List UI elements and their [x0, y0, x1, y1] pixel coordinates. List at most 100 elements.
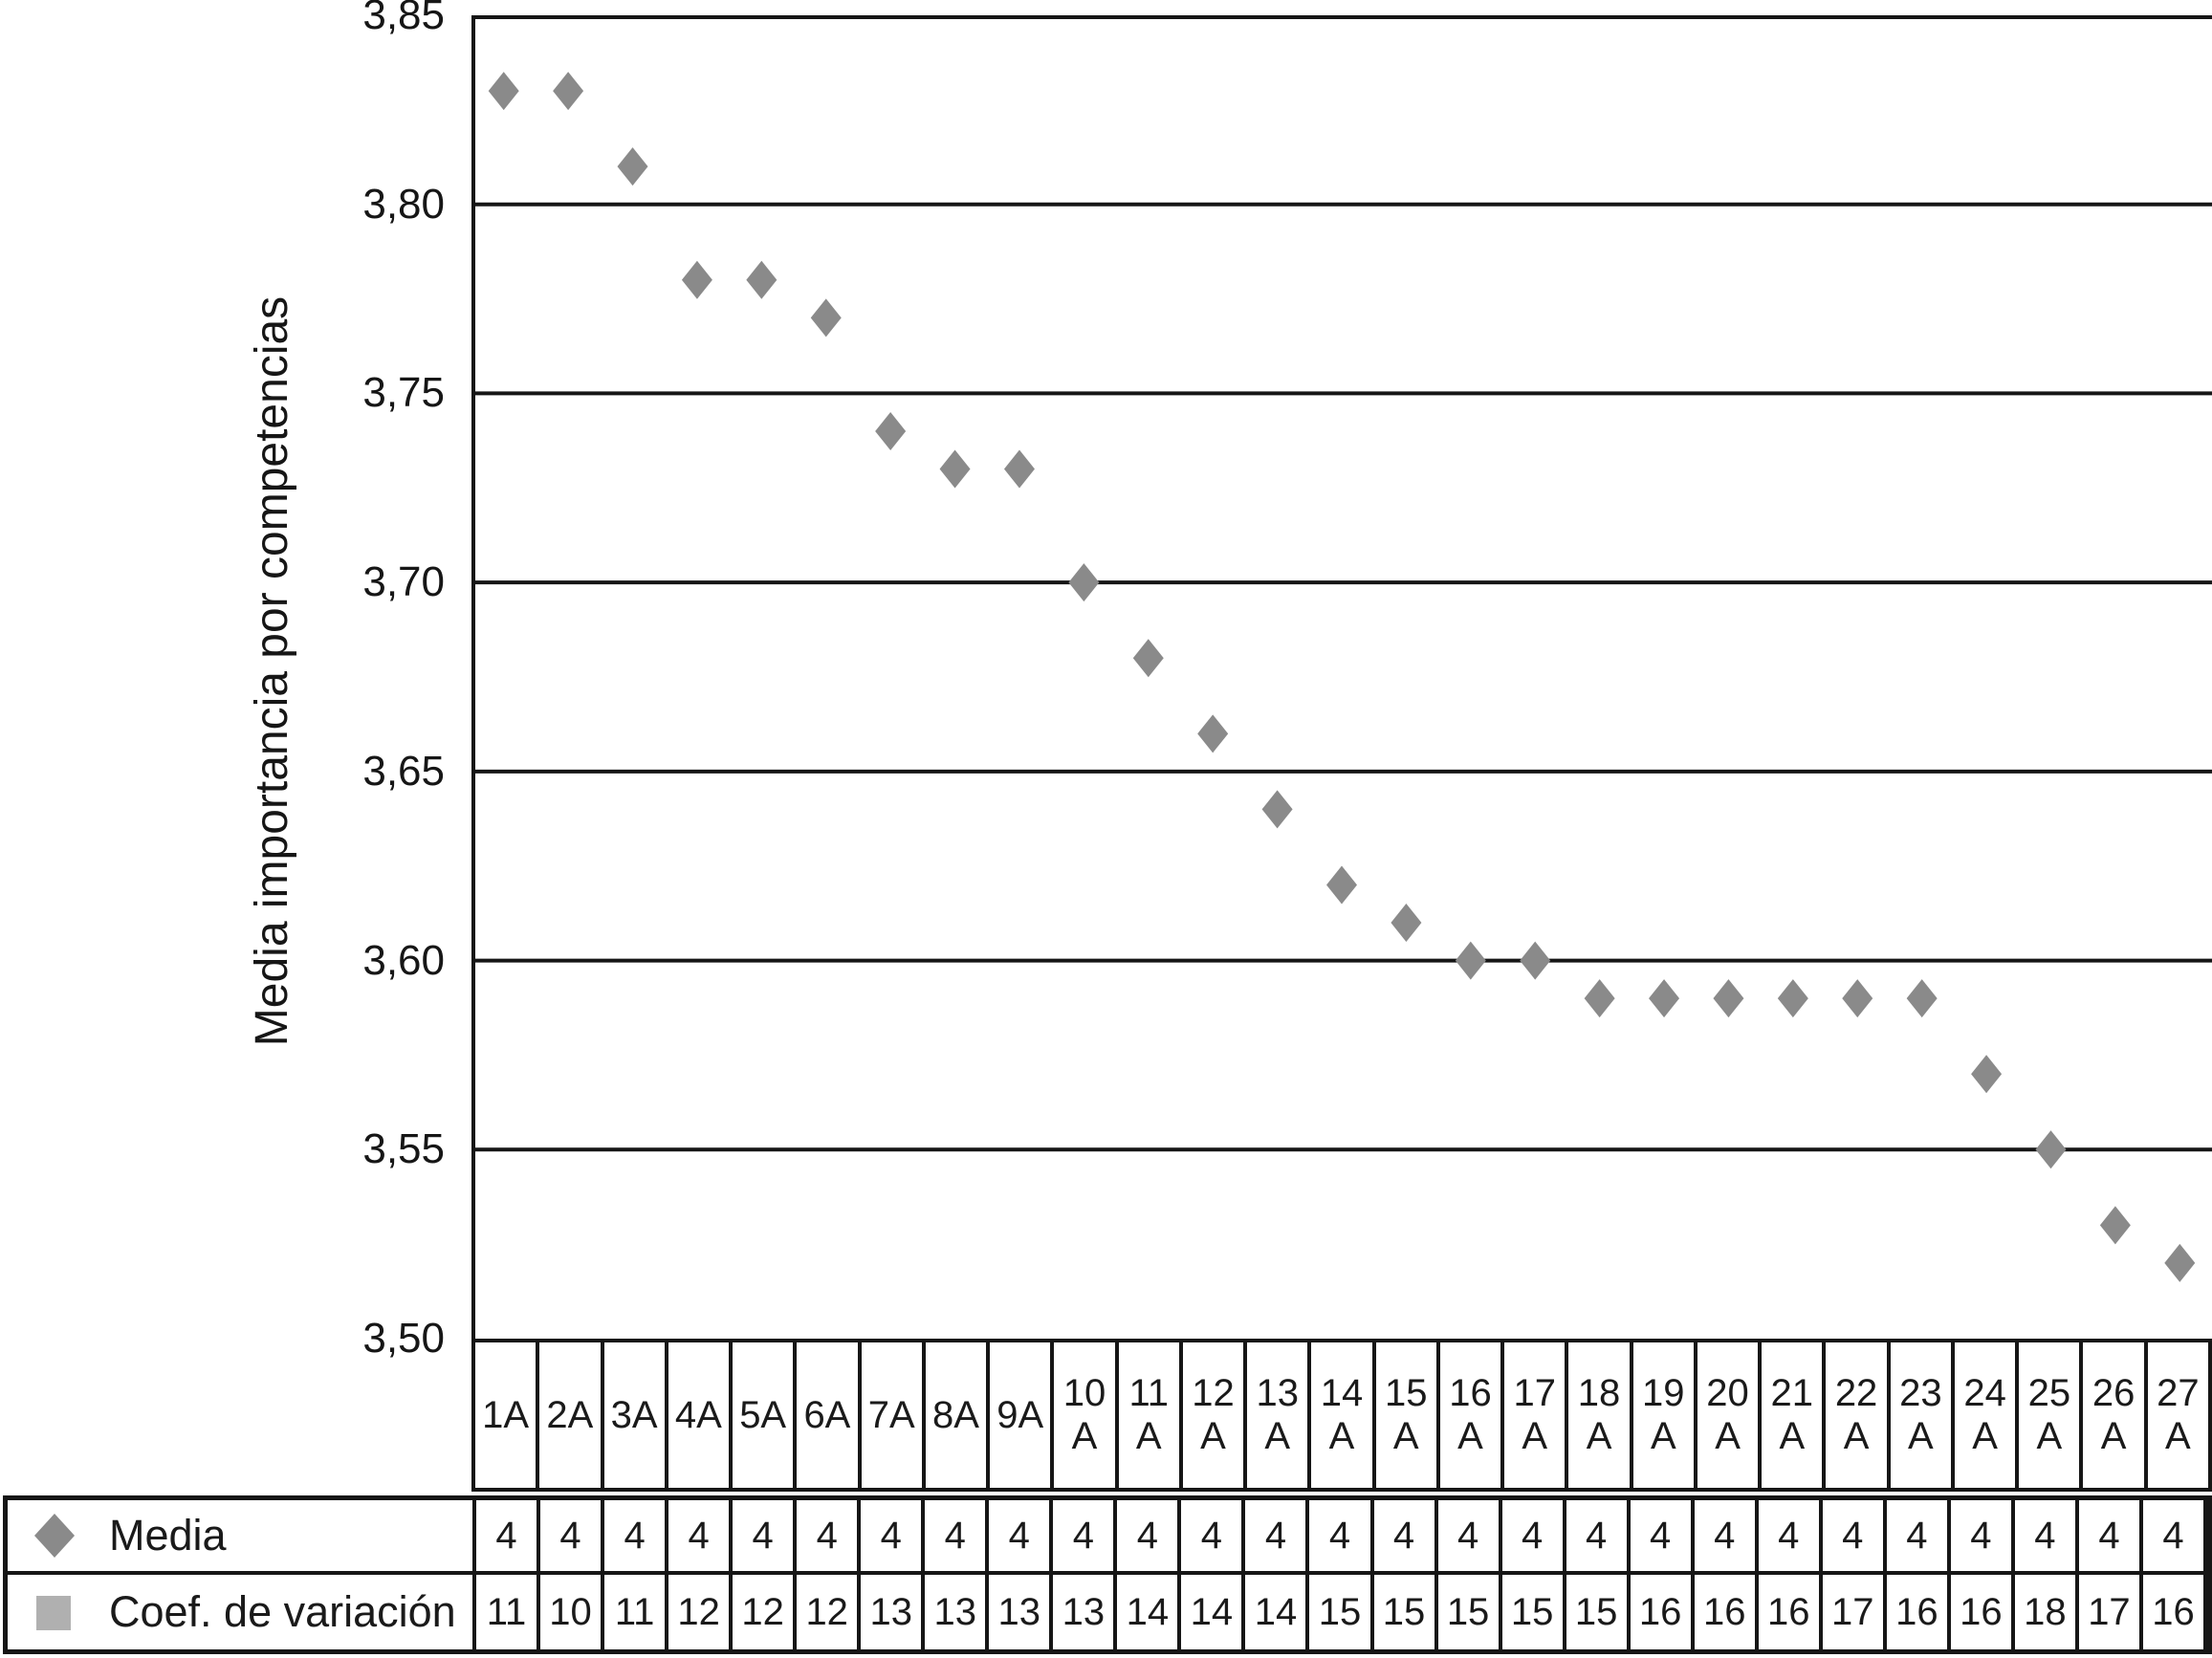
x-category-label: 24 A [1955, 1342, 2020, 1488]
table-value-cell: 4 [1694, 1500, 1759, 1575]
data-point-diamond [681, 260, 712, 299]
data-point-diamond [1261, 790, 1293, 829]
data-point-diamond [2099, 1206, 2131, 1245]
table-value-cell: 4 [2014, 1500, 2079, 1575]
data-point-diamond [1842, 979, 1873, 1018]
legend-cell-media: Media [8, 1500, 476, 1575]
table-value-cell: 16 [1631, 1575, 1695, 1649]
y-tick-label: 3,65 [362, 747, 445, 795]
x-category-label: 23 A [1891, 1342, 1955, 1488]
table-value-cell: 15 [1374, 1575, 1438, 1649]
table-value-cell: 13 [1053, 1575, 1118, 1649]
table-value-cell: 12 [668, 1575, 734, 1649]
table-value-cell: 15 [1566, 1575, 1631, 1649]
data-point-diamond [1197, 714, 1229, 753]
table-value-cell: 4 [1822, 1500, 1887, 1575]
table-value-cell: 16 [1759, 1575, 1823, 1649]
data-point-diamond [875, 411, 907, 450]
x-category-label: 7A [862, 1342, 926, 1488]
legend-label: Media [109, 1511, 227, 1560]
table-value-cell: 4 [1181, 1500, 1246, 1575]
data-point-diamond [1003, 449, 1035, 489]
table-value-cell: 12 [733, 1575, 798, 1649]
table-value-cell: 4 [2142, 1500, 2207, 1575]
x-category-label: 14 A [1311, 1342, 1376, 1488]
diamond-icon [34, 1514, 75, 1558]
y-tick-label: 3,85 [362, 0, 445, 38]
data-point-diamond [617, 147, 648, 186]
x-category-label: 22 A [1826, 1342, 1891, 1488]
y-tick-label: 3,70 [362, 558, 445, 606]
table-value-cell: 4 [1630, 1500, 1695, 1575]
table-value-cell: 4 [1245, 1500, 1310, 1575]
x-category-label: 8A [926, 1342, 991, 1488]
x-category-label: 17 A [1504, 1342, 1569, 1488]
table-value-cell: 11 [476, 1575, 541, 1649]
x-category-label: 9A [990, 1342, 1055, 1488]
table-value-cell: 13 [861, 1575, 926, 1649]
data-point-diamond [746, 260, 777, 299]
table-value-cell: 4 [1053, 1500, 1118, 1575]
data-point-diamond [810, 298, 842, 338]
x-category-label: 11 A [1119, 1342, 1183, 1488]
x-category-label: 19 A [1633, 1342, 1697, 1488]
table-value-cell: 4 [1373, 1500, 1438, 1575]
table-value-cell: 4 [1309, 1500, 1374, 1575]
y-tick-label: 3,60 [362, 936, 445, 984]
table-value-cell: 17 [2079, 1575, 2143, 1649]
x-category-label: 25 A [2019, 1342, 2084, 1488]
data-point-diamond [1906, 979, 1938, 1018]
data-point-diamond [553, 72, 584, 111]
table-value-cell: 4 [540, 1500, 605, 1575]
data-point-diamond [1971, 1055, 2003, 1094]
table-value-cell: 4 [797, 1500, 862, 1575]
data-point-diamond [1455, 941, 1486, 980]
table-value-cell: 4 [989, 1500, 1054, 1575]
x-category-label: 4A [668, 1342, 734, 1488]
table-value-cell: 4 [2078, 1500, 2143, 1575]
table-value-cell: 13 [925, 1575, 990, 1649]
data-point-diamond [1649, 979, 1680, 1018]
y-tick-label: 3,75 [362, 369, 445, 417]
table-value-cell: 4 [476, 1500, 541, 1575]
table-value-cell: 4 [1437, 1500, 1502, 1575]
table-value-cell: 14 [1117, 1575, 1182, 1649]
table-value-cell: 4 [1501, 1500, 1566, 1575]
y-tick-label: 3,55 [362, 1125, 445, 1173]
x-category-label: 10 A [1054, 1342, 1119, 1488]
square-icon [36, 1596, 71, 1630]
table-value-cell: 16 [1695, 1575, 1759, 1649]
table-value-cell: 4 [733, 1500, 798, 1575]
x-category-label: 16 A [1440, 1342, 1505, 1488]
x-category-label: 6A [797, 1342, 862, 1488]
table-value-cell: 15 [1502, 1575, 1566, 1649]
table-value-cell: 4 [1758, 1500, 1823, 1575]
x-category-label: 21 A [1762, 1342, 1827, 1488]
y-tick-label: 3,50 [362, 1315, 445, 1362]
table-value-cell: 16 [1951, 1575, 2015, 1649]
table-value-cell: 4 [1566, 1500, 1631, 1575]
data-point-diamond [2035, 1130, 2067, 1169]
x-category-label: 15 A [1376, 1342, 1440, 1488]
data-point-diamond [1132, 639, 1164, 678]
data-point-diamond [1584, 979, 1615, 1018]
table-value-cell: 4 [925, 1500, 990, 1575]
table-value-cell: 4 [861, 1500, 926, 1575]
x-axis-category-row: 1A 2A 3A 4A 5A 6A 7A 8A 9A 10 A 11 A 12 A 13 A 14 A 15 A 16 A 1… [471, 1339, 2212, 1492]
x-category-label: 20 A [1697, 1342, 1763, 1488]
y-tick-label: 3,80 [362, 180, 445, 228]
table-value-cell: 4 [604, 1500, 669, 1575]
data-point-diamond [2164, 1243, 2196, 1282]
table-value-cell: 17 [1823, 1575, 1887, 1649]
data-point-diamond [1520, 941, 1551, 980]
data-table: Media 4 4 4 4 4 4 4 4 4 4 4 4 4 4 4 4 4 4 4 4 4 4 4 4 4 4 4 Coef. de… [3, 1495, 2212, 1654]
data-point-diamond [1391, 904, 1422, 943]
data-point-diamond [1326, 865, 1357, 905]
table-value-cell: 4 [1886, 1500, 1951, 1575]
x-category-label: 3A [604, 1342, 668, 1488]
x-category-label: 2A [539, 1342, 604, 1488]
table-value-cell: 4 [1117, 1500, 1182, 1575]
table-value-cell: 11 [604, 1575, 669, 1649]
x-category-label: 26 A [2083, 1342, 2148, 1488]
